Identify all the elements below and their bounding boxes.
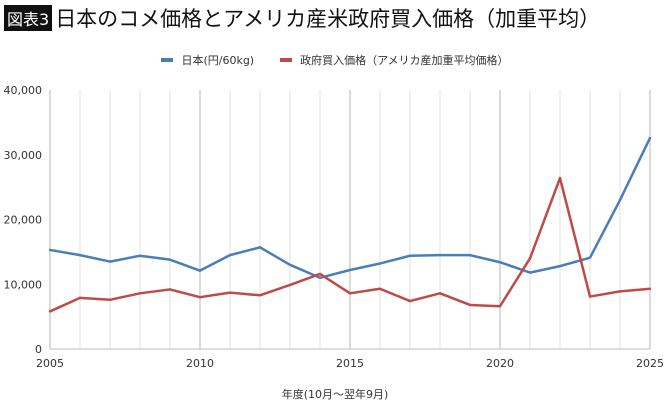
y-tick-label: 30,000 bbox=[4, 149, 43, 162]
legend-label: 政府買入価格（アメリカ産加重平均価格） bbox=[300, 54, 509, 67]
legend: 日本(円/60kg) 政府買入価格（アメリカ産加重平均価格） bbox=[0, 52, 670, 68]
data-point bbox=[108, 260, 112, 263]
y-tick-label: 0 bbox=[35, 343, 42, 356]
y-tick-label: 20,000 bbox=[4, 214, 43, 227]
data-point bbox=[48, 248, 52, 252]
data-point bbox=[288, 263, 292, 267]
data-point bbox=[198, 269, 202, 272]
data-point bbox=[648, 287, 652, 290]
x-tick-label: 2005 bbox=[36, 357, 64, 370]
data-point bbox=[78, 296, 82, 300]
x-tick-label: 2010 bbox=[186, 357, 214, 370]
y-tick-label: 10,000 bbox=[4, 278, 43, 291]
data-point bbox=[498, 261, 502, 264]
data-point bbox=[258, 294, 262, 297]
data-point bbox=[618, 290, 622, 293]
x-tick-label: 2025 bbox=[636, 357, 664, 370]
data-point bbox=[528, 271, 532, 274]
x-tick-label: 2020 bbox=[486, 357, 514, 370]
data-point bbox=[558, 264, 562, 268]
data-point bbox=[528, 257, 532, 260]
data-point bbox=[408, 299, 412, 303]
data-point bbox=[618, 198, 622, 202]
data-point bbox=[138, 292, 142, 295]
data-point bbox=[648, 136, 652, 140]
data-point bbox=[318, 276, 322, 279]
data-point bbox=[438, 292, 442, 295]
data-point bbox=[78, 253, 82, 257]
data-point bbox=[558, 176, 562, 180]
data-point bbox=[588, 256, 592, 259]
data-point bbox=[378, 287, 382, 290]
legend-swatch bbox=[280, 58, 293, 62]
data-point bbox=[288, 283, 292, 287]
data-point bbox=[408, 254, 412, 257]
data-point bbox=[378, 262, 382, 265]
legend-swatch bbox=[161, 58, 174, 62]
legend-item-japan: 日本(円/60kg) bbox=[161, 52, 254, 68]
title-text: 日本のコメ価格とアメリカ産米政府買入価格（加重平均） bbox=[55, 7, 601, 31]
data-point bbox=[228, 253, 232, 257]
chart-title: 図表3 日本のコメ価格とアメリカ産米政府買入価格（加重平均） bbox=[4, 3, 600, 33]
data-point bbox=[588, 295, 592, 298]
data-point bbox=[228, 291, 232, 294]
y-tick-label: 40,000 bbox=[4, 84, 43, 97]
figure-badge: 図表3 bbox=[4, 5, 53, 31]
data-point bbox=[168, 258, 172, 261]
data-point bbox=[48, 310, 52, 313]
data-point bbox=[498, 305, 502, 308]
x-axis-label: 年度(10月～翌年9月) bbox=[281, 388, 389, 401]
data-point bbox=[138, 254, 142, 257]
data-point bbox=[198, 296, 202, 299]
data-point bbox=[348, 268, 352, 272]
data-point bbox=[438, 253, 442, 257]
data-point bbox=[108, 298, 112, 301]
legend-item-us: 政府買入価格（アメリカ産加重平均価格） bbox=[280, 52, 509, 68]
data-point bbox=[318, 272, 322, 276]
data-point bbox=[468, 303, 472, 307]
data-point bbox=[258, 246, 262, 249]
data-point bbox=[348, 292, 352, 295]
legend-label: 日本(円/60kg) bbox=[181, 54, 255, 67]
data-point bbox=[168, 288, 172, 291]
data-point bbox=[468, 253, 472, 257]
x-tick-label: 2015 bbox=[336, 357, 364, 370]
